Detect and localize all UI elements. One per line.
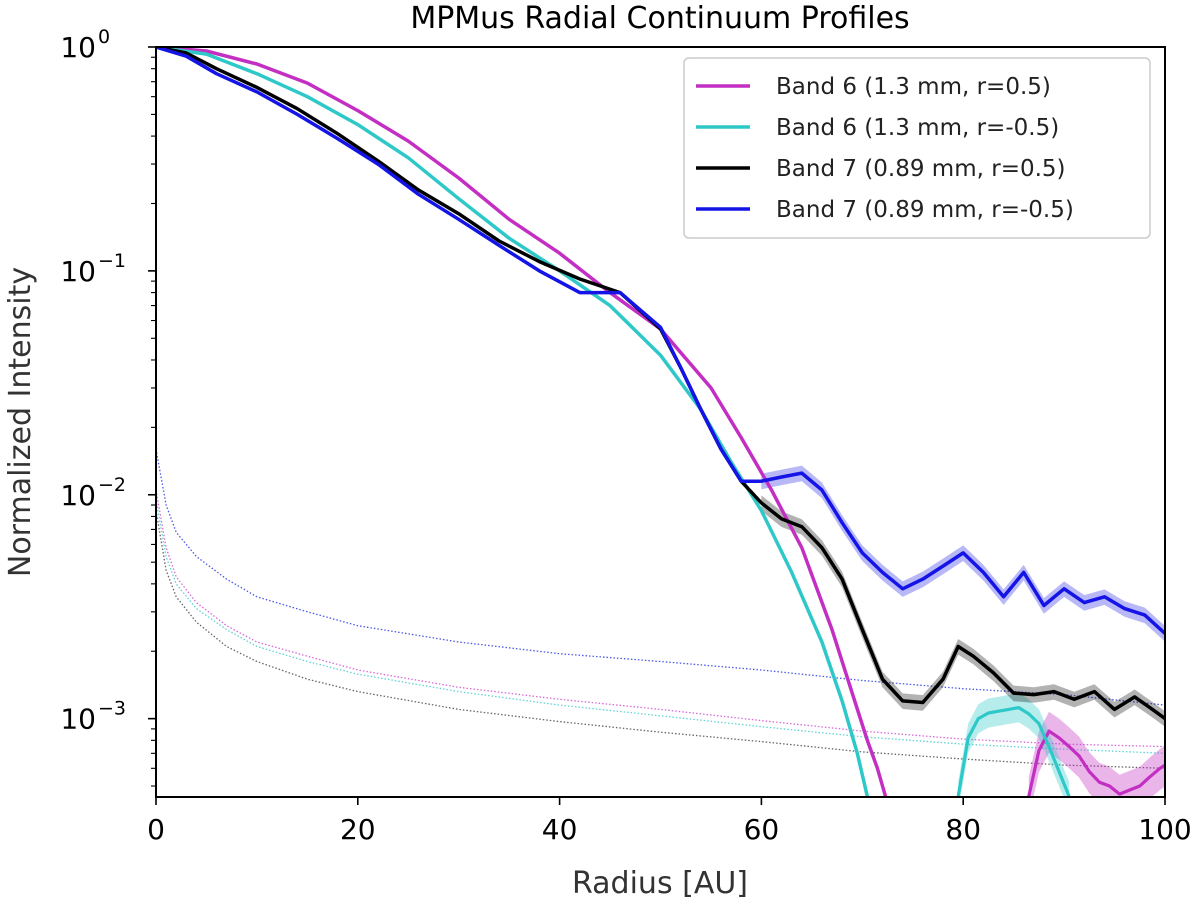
series-line-3 — [156, 47, 1165, 635]
x-tick-label: 100 — [1138, 813, 1191, 846]
noise-floor-layer — [156, 448, 1165, 769]
plot-frame — [155, 46, 1166, 798]
y-axis-label: Normalized Intensity — [3, 267, 38, 577]
uncertainty-band-2 — [761, 495, 1165, 727]
series-line-0 — [156, 47, 888, 797]
legend-label-band7-neg: Band 7 (0.89 mm, r=-0.5) — [776, 197, 1074, 223]
x-axis-label: Radius [AU] — [572, 866, 748, 899]
legend: Band 6 (1.3 mm, r=0.5) Band 6 (1.3 mm, r… — [683, 57, 1151, 239]
noise-line-band6-r0.5-noise — [156, 489, 1165, 748]
y-tick-exponent: 0 — [98, 26, 110, 48]
noise-line-band7-r0.5-noise — [156, 510, 1165, 769]
series-line-0-outer — [1027, 729, 1165, 797]
legend-label-band6-neg: Band 6 (1.3 mm, r=-0.5) — [776, 115, 1059, 141]
y-tick-exponent: −3 — [98, 698, 126, 720]
x-axis-ticks: 0 20 40 60 80 100 — [147, 797, 1192, 846]
uncertainty-band-0 — [1028, 711, 1165, 797]
chart-title: MPMus Radial Continuum Profiles — [410, 1, 909, 36]
y-tick-exponent: −1 — [98, 250, 126, 272]
legend-label-band6-pos: Band 6 (1.3 mm, r=0.5) — [776, 74, 1051, 100]
x-tick-label: 0 — [147, 813, 165, 846]
series-layer — [156, 47, 1165, 797]
x-tick-label: 60 — [744, 813, 780, 846]
legend-box — [683, 57, 1151, 239]
x-tick-label: 20 — [340, 813, 376, 846]
x-tick-label: 40 — [542, 813, 578, 846]
y-tick-label: 10 — [60, 703, 96, 736]
uncertainty-band-1 — [958, 693, 1070, 797]
x-tick-label: 80 — [945, 813, 981, 846]
series-line-1-outer — [956, 706, 1071, 797]
y-tick-label: 10 — [60, 255, 96, 288]
y-tick-label: 10 — [60, 479, 96, 512]
legend-label-band7-pos: Band 7 (0.89 mm, r=0.5) — [776, 156, 1066, 182]
noise-line-band6-r-0.5-noise — [156, 499, 1165, 754]
noise-line-band7-r-0.5-noise — [156, 448, 1165, 706]
y-tick-exponent: −2 — [98, 474, 126, 496]
series-line-2 — [156, 47, 1165, 721]
y-tick-label: 10 — [60, 31, 96, 64]
series-line-1 — [156, 47, 870, 797]
